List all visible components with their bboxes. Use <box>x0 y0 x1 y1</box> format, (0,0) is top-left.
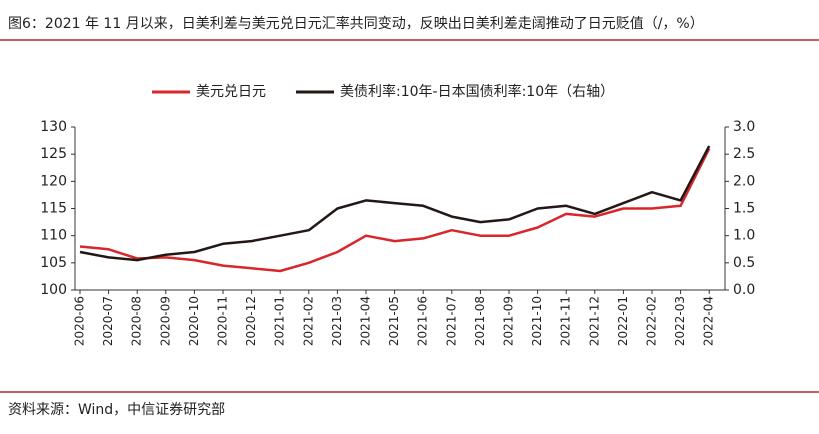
y2-tick-label: 2.5 <box>733 146 755 162</box>
y-tick-label: 130 <box>40 119 67 135</box>
y-tick-label: 120 <box>40 173 67 189</box>
y-tick-label: 105 <box>40 255 67 271</box>
x-tick-label: 2021-03 <box>330 296 344 346</box>
x-tick-label: 2020-11 <box>216 296 230 346</box>
x-tick-label: 2021-08 <box>473 296 487 346</box>
x-tick-label: 2021-11 <box>559 296 573 346</box>
x-tick-label: 2022-04 <box>702 296 716 346</box>
x-tick-label: 2021-10 <box>530 296 544 346</box>
x-tick-label: 2021-07 <box>444 296 458 346</box>
y-tick-label: 125 <box>40 146 67 162</box>
y2-tick-label: 1.0 <box>733 228 755 244</box>
y2-tick-label: 0.5 <box>733 255 755 271</box>
y2-tick-label: 1.5 <box>733 201 755 217</box>
x-tick-label: 2022-02 <box>645 296 659 346</box>
series-line <box>79 148 711 273</box>
x-tick-label: 2020-09 <box>158 296 172 346</box>
x-tick-label: 2021-06 <box>416 296 430 346</box>
series-line <box>79 145 711 262</box>
y2-tick-label: 3.0 <box>733 119 755 135</box>
chart-title: 图6：2021 年 11 月以来，日美利差与美元兑日元汇率共同变动，反映出日美利… <box>8 15 704 32</box>
x-tick-label: 2020-06 <box>73 296 87 346</box>
x-tick-label: 2022-03 <box>673 296 687 346</box>
y-tick-label: 115 <box>40 201 67 217</box>
y-tick-label: 100 <box>40 282 67 298</box>
legend-label: 美元兑日元 <box>196 84 266 100</box>
y-tick-label: 110 <box>40 228 67 244</box>
source: 资料来源：Wind，中信证券研究部 <box>8 402 225 418</box>
x-tick-label: 2020-10 <box>187 296 201 346</box>
y2-tick-label: 0.0 <box>733 282 755 298</box>
x-tick-label: 2020-07 <box>101 296 115 346</box>
x-tick-label: 2020-08 <box>130 296 144 346</box>
legend-label: 美债利率:10年-日本国债利率:10年（右轴） <box>340 83 614 100</box>
x-tick-label: 2021-04 <box>359 296 373 346</box>
x-tick-label: 2021-05 <box>387 296 401 346</box>
x-tick-label: 2021-02 <box>301 296 315 346</box>
x-tick-label: 2021-09 <box>502 296 516 346</box>
y2-tick-label: 2.0 <box>733 173 755 189</box>
x-tick-label: 2022-01 <box>616 296 630 346</box>
x-tick-label: 2020-12 <box>244 296 258 346</box>
x-tick-label: 2021-01 <box>273 296 287 346</box>
x-tick-label: 2021-12 <box>587 296 601 346</box>
